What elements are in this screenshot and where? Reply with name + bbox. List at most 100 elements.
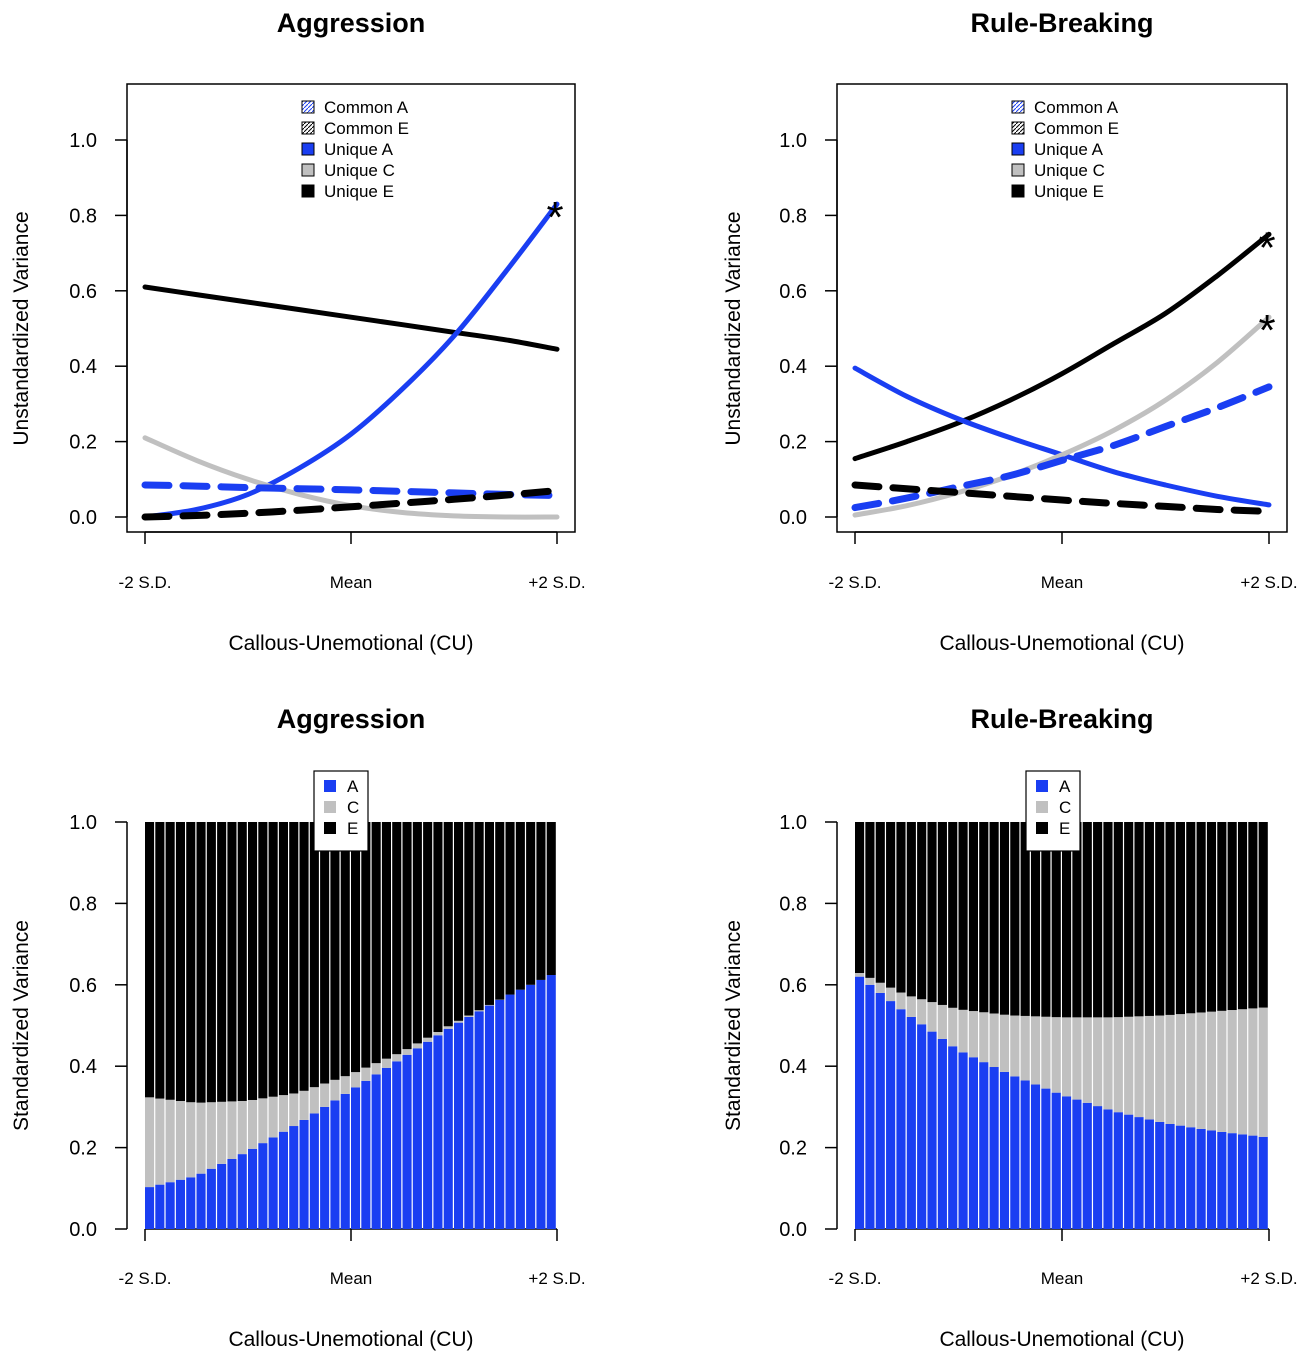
y-tick-label: 0.6 <box>779 281 807 303</box>
bar-segment-c <box>165 1099 175 1183</box>
x-axis-label: Callous-Unemotional (CU) <box>228 1328 473 1351</box>
bar-segment-a <box>361 1080 371 1229</box>
legend-swatch-unique-a <box>301 142 315 156</box>
bar-segment-e <box>875 822 885 983</box>
bar-segment-e <box>484 822 494 1005</box>
bar-segment-c <box>464 1015 474 1017</box>
bar-segment-c <box>896 992 906 1010</box>
bar-segment-e <box>1051 822 1061 1018</box>
bar-segment-c <box>886 987 896 1002</box>
bar-segment-a <box>1103 1109 1113 1229</box>
bar-segment-e <box>1155 822 1165 1016</box>
bar-segment-a <box>1186 1127 1196 1229</box>
bar-segment-a <box>999 1071 1010 1229</box>
legend-label: Unique C <box>1034 161 1105 180</box>
line-series <box>141 201 561 521</box>
bar-segment-e <box>1175 822 1185 1015</box>
bar-segment-a <box>515 989 525 1229</box>
bar-segment-e <box>1196 822 1206 1013</box>
bar-segment-c <box>155 1098 165 1185</box>
y-tick-label: 0.4 <box>69 1056 97 1078</box>
bar-segment-e <box>237 822 247 1101</box>
bar-segment-e <box>979 822 989 1013</box>
bar-segment-e <box>361 822 371 1068</box>
bar-segment-e <box>258 822 268 1099</box>
y-tick-label: 1.0 <box>779 130 807 152</box>
bar-segment-a <box>1124 1114 1134 1229</box>
bar-segment-a <box>546 975 556 1229</box>
bar-segment-c <box>927 1002 937 1032</box>
legend-swatch-common-e <box>1011 121 1025 135</box>
bar-segment-c <box>443 1026 453 1029</box>
legend: Common A Common E Unique A Unique C Unique E <box>301 98 409 201</box>
x-tick-label: +2 S.D. <box>1240 573 1297 592</box>
chart-panel-3: Aggression 0.0 0.2 0.4 0.6 0.8 1.0 -2 S.D. Mean +… <box>10 704 586 1351</box>
bar-segment-e <box>433 822 443 1033</box>
bar-segment-c <box>1155 1015 1165 1122</box>
bar-segment-c <box>299 1090 309 1120</box>
bar-segment-a <box>855 976 865 1229</box>
bar-segment-e <box>1186 822 1196 1014</box>
bar-segment-e <box>937 822 947 1005</box>
bar-segment-e <box>1082 822 1092 1018</box>
bar-segment-c <box>1010 1015 1020 1077</box>
bar-segment-a <box>392 1061 402 1229</box>
y-tick-label: 0.2 <box>779 1138 807 1160</box>
bar-segment-e <box>1020 822 1030 1016</box>
y-tick-label: 1.0 <box>779 812 807 834</box>
bar-segment-c <box>1227 1010 1237 1134</box>
bar-segment-a <box>320 1106 330 1229</box>
bar-segment-c <box>1217 1010 1227 1132</box>
bar-segment-c <box>1248 1008 1258 1136</box>
y-axis-label: Unstandardized Variance <box>10 211 33 445</box>
bar-segment-a <box>906 1016 916 1229</box>
series-line-common-a <box>851 383 1273 512</box>
x-tick-label: -2 S.D. <box>119 573 172 592</box>
legend-label: E <box>1059 819 1070 838</box>
bar-segment-a <box>1206 1130 1217 1229</box>
bar-segment-a <box>505 994 515 1229</box>
bar-segment-a <box>536 979 546 1229</box>
bar-segment-a <box>155 1184 165 1229</box>
bar-segment-c <box>423 1037 433 1042</box>
bar-segment-a <box>309 1113 319 1229</box>
bar-segment-e <box>958 822 968 1010</box>
x-axis-label: Callous-Unemotional (CU) <box>939 1328 1184 1351</box>
legend-box <box>1025 770 1081 852</box>
bar-segment-e <box>1062 822 1072 1018</box>
bar-segment-a <box>1196 1128 1206 1229</box>
bar-segment-e <box>392 822 402 1055</box>
bar-segment-e <box>145 822 155 1098</box>
bar-segment-a <box>1082 1102 1092 1229</box>
bar-segment-c <box>186 1102 196 1178</box>
bar-segment-a <box>248 1148 258 1229</box>
series-line-common-e <box>851 481 1273 515</box>
bar-segment-a <box>412 1048 422 1229</box>
bar-segment-a <box>165 1182 175 1229</box>
y-tick-label: 1.0 <box>69 130 97 152</box>
bar-segment-a <box>1175 1125 1185 1229</box>
y-tick-label: 0.8 <box>779 893 807 915</box>
bar-segment-e <box>999 822 1010 1015</box>
bar-segment-e <box>1041 822 1051 1017</box>
bar-segment-a <box>1144 1119 1154 1229</box>
legend-label: C <box>347 798 359 817</box>
bar-segment-c <box>258 1098 268 1144</box>
bar-segment-a <box>433 1035 443 1229</box>
y-tick-label: 0.4 <box>69 356 97 378</box>
bar-segment-a <box>206 1168 216 1229</box>
bar-segment-a <box>948 1046 958 1229</box>
bar-segment-c <box>340 1076 350 1094</box>
bar-segment-c <box>381 1058 391 1068</box>
legend-swatch-common-e <box>301 121 315 135</box>
bar-segment-c <box>320 1083 330 1107</box>
x-tick-label: +2 S.D. <box>528 573 585 592</box>
bar-segment-e <box>443 822 453 1027</box>
bar-segment-e <box>278 822 288 1096</box>
y-tick-label: 0.4 <box>779 1056 807 1078</box>
legend-label: Common E <box>324 119 409 138</box>
bar-segment-c <box>454 1020 464 1023</box>
bar-segment-a <box>289 1126 299 1229</box>
bar-segment-a <box>1020 1080 1030 1229</box>
bar-segment-c <box>330 1079 340 1101</box>
